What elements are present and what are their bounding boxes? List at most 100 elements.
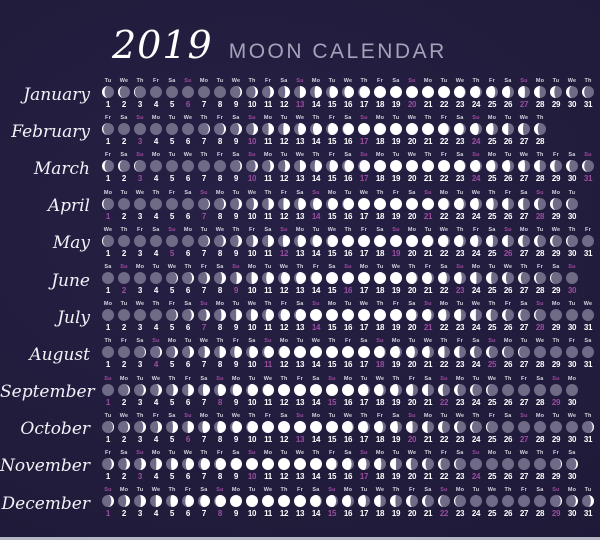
day-cell: Mo 6 [180,227,196,258]
moon-phase-icon [278,309,290,322]
moon-phase-icon [118,123,130,136]
day-number: 4 [153,248,159,258]
day-number: 31 [583,323,593,333]
day-number: 26 [503,137,513,147]
day-number: 19 [391,286,401,296]
moon-phase-icon [262,86,274,99]
moon-phase-icon [502,272,514,285]
weekday-label: Mo [375,449,385,456]
day-cell: Mo 29 [548,190,564,221]
moon-phase-icon [422,234,434,247]
day-cell: Tu 3 [132,376,148,407]
day-number: 12 [279,509,289,519]
day-number: 28 [535,286,545,296]
day-cell: Su 13 [292,413,308,444]
day-number: 16 [343,471,353,481]
day-cell: Su 2 [116,264,132,295]
weekday-label: Fr [537,264,543,271]
month-row: July Mo 1 Tu 2 We 3 Th 4 Fr 5 Sa 6 Su 7 Mo 8 Tu 9 We 10 Th 11 F… [0,298,600,335]
day-number: 27 [519,397,529,407]
moon-phase-icon [582,309,594,322]
weekday-label: Tu [232,189,240,196]
moon-phase-icon [342,495,354,508]
weekday-label: Th [184,264,192,271]
weekday-label: We [151,375,161,382]
day-number: 11 [264,323,272,333]
moon-phase-icon [214,272,226,285]
day-cell: Su 21 [420,190,436,221]
day-cell: Tu 24 [468,376,484,407]
day-number: 24 [471,397,481,407]
day-number: 10 [247,360,257,370]
day-number: 30 [567,286,577,296]
moon-phase-icon [454,272,466,285]
weekday-label: Mo [279,338,289,345]
day-cells: Tu 1 We 2 Th 3 Fr 4 Sa 5 Su 6 Mo 7 Tu 8 We 9 Th 10 Fr 11 Sa 12 S… [100,413,596,444]
moon-phase-icon [534,272,546,285]
day-number: 21 [423,471,433,481]
moon-phase-icon [134,123,146,136]
month-row: June Sa 1 Su 2 Mo 3 Tu 4 We 5 Th 6 Fr 7 Sa 8 Su 9 Mo 10 Tu 11 W… [0,261,600,298]
weekday-label: Th [168,375,176,382]
weekday-label: Mo [135,264,145,271]
day-cell: Tu 26 [500,450,516,481]
moon-phase-icon [118,383,130,396]
weekday-label: Fr [169,189,175,196]
weekday-label: Su [344,264,352,271]
day-cell: Fr 20 [404,487,420,518]
day-cell: Fr 26 [500,301,516,332]
day-number: 18 [375,211,385,221]
moon-phase-icon [406,346,418,359]
moon-phase-icon [518,234,530,247]
day-number: 4 [153,360,159,370]
moon-phase-icon [374,495,386,508]
moon-phase-icon [278,272,290,285]
day-number: 25 [487,323,497,333]
weekday-label: We [327,226,337,233]
day-number: 27 [519,100,529,110]
day-cell: Su 8 [212,376,228,407]
day-cell: Su 13 [292,78,308,109]
weekday-label: Th [296,264,304,271]
moon-phase-icon [374,86,386,99]
weekday-label: Th [216,338,224,345]
weekday-label: Sa [456,115,464,122]
moon-phase-icon [550,420,562,433]
day-number: 12 [279,100,289,110]
day-number: 13 [295,360,305,370]
weekday-label: Mo [215,189,225,196]
day-cell: We 4 [148,376,164,407]
moon-phase-icon [486,86,498,99]
moon-phase-icon [230,197,242,210]
moon-phase-icon [102,346,114,359]
day-number: 24 [471,248,481,258]
day-number: 25 [487,434,497,444]
weekday-label: Th [584,412,592,419]
day-cell: Mo 26 [500,338,516,369]
moon-phase-icon [518,383,530,396]
weekday-label: We [439,226,449,233]
day-number: 9 [233,360,239,370]
moon-phase-icon [326,383,338,396]
day-number: 15 [327,434,337,444]
moon-phase-icon [262,234,274,247]
moon-phase-icon [358,346,370,359]
weekday-label: Mo [503,338,513,345]
moon-phase-icon [262,123,274,136]
moon-phase-icon [198,160,210,173]
weekday-label: Su [136,115,144,122]
day-cell: Th 9 [228,227,244,258]
moon-phase-icon [438,420,450,433]
day-number: 7 [201,471,207,481]
moon-phase-icon [326,495,338,508]
moon-phase-icon [566,346,578,359]
day-cell: Su 14 [308,190,324,221]
day-cell: Su 17 [356,152,372,183]
moon-phase-icon [326,86,338,99]
weekday-label: Th [376,301,384,308]
moon-phase-icon [406,234,418,247]
weekday-label: Mo [343,375,353,382]
weekday-label: Th [488,301,496,308]
month-label: May [52,233,90,254]
day-number: 8 [217,211,223,221]
